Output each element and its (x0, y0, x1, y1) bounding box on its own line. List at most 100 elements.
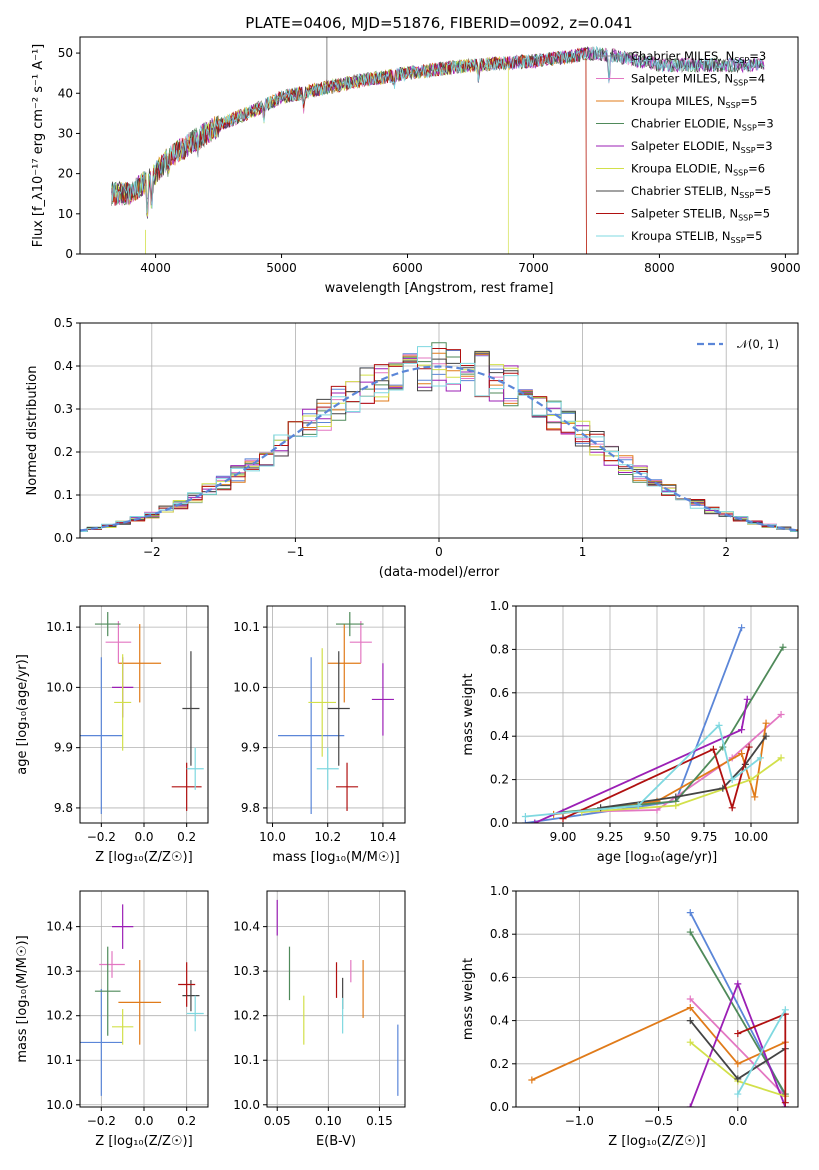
x-axis-label: age [log₁₀(age/yr)] (597, 850, 718, 865)
y-tick-label: 0.0 (490, 1100, 509, 1114)
chart-massweight-vs-age: 9.00 9.25 9.50 9.75 10.00 0.0 0.2 0.4 0.6 0.8 1.0 a… (461, 599, 799, 865)
legend-label: Chabrier MILES, NSSP=3 (631, 49, 766, 65)
data-point (521, 812, 529, 820)
histogram-series (80, 346, 798, 532)
y-tick-label: 10 (58, 207, 73, 221)
axes-frame (266, 605, 406, 824)
x-tick-label: 0.2 (177, 1114, 196, 1128)
data-point (747, 776, 755, 784)
x-tick-label: 9.50 (644, 830, 671, 844)
x-tick-label: 5000 (266, 261, 297, 275)
data-point (559, 815, 567, 823)
plot-area (521, 624, 787, 823)
data-point (738, 624, 746, 632)
normal-curve (80, 365, 798, 532)
data-point (528, 1076, 536, 1084)
data-point (728, 776, 736, 784)
y-axis-label: mass [log₁₀(M/M☉)] (15, 935, 30, 1062)
data-point (686, 995, 694, 1003)
y-tick-label: 0.5 (54, 316, 73, 330)
data-point (734, 1060, 742, 1068)
chart-residuals: 𝒩(0, 1) −2 −1 0 1 2 0.0 0.1 0.2 0.3 0.4 0.5 (data-mo… (25, 316, 799, 580)
y-tick-label: 40 (58, 86, 73, 100)
y-tick-label: 9.9 (241, 741, 260, 755)
chart-massweight-vs-Z: −1.0 −0.5 0.0 0.0 0.2 0.4 0.6 0.8 1.0 Z [log₁₀(Z/… (461, 884, 799, 1149)
y-axis-label: mass weight (461, 958, 476, 1040)
y-tick-label: 9.9 (54, 741, 73, 755)
data-point (686, 1103, 694, 1107)
x-tick-label: −2 (143, 545, 161, 559)
plot-area (111, 37, 765, 254)
spectrum-line (111, 46, 765, 214)
data-point (672, 802, 680, 810)
y-tick-label: 10.1 (46, 1053, 73, 1067)
axes-frame (266, 890, 406, 1108)
data-point (762, 732, 770, 740)
y-tick-label: 10.4 (46, 920, 73, 934)
x-axis-label: Z [log₁₀(Z/Z☉)] (95, 850, 192, 865)
y-tick-label: 0.0 (490, 816, 509, 830)
x-tick-label: 0.0 (728, 1114, 747, 1128)
x-tick-label: 0.10 (315, 1114, 342, 1128)
data-point (734, 1090, 742, 1098)
y-tick-label: 9.8 (241, 801, 260, 815)
data-point (779, 643, 787, 651)
data-point (734, 1030, 742, 1038)
x-tick-label: 10.4 (370, 830, 397, 844)
data-point (781, 1099, 789, 1107)
y-tick-label: 0 (65, 247, 73, 261)
y-tick-label: 0.8 (490, 927, 509, 941)
x-axis-label: wavelength [Angstrom, rest frame] (325, 281, 554, 296)
legend-label: Salpeter STELIB, NSSP=5 (631, 207, 770, 223)
y-tick-label: 10.1 (46, 620, 73, 634)
data-point (634, 802, 642, 810)
x-tick-label: 0.05 (264, 1114, 291, 1128)
chart-spectrum: Chabrier MILES, NSSP=3 Salpeter MILES, NS… (31, 14, 801, 296)
y-tick-label: 0.4 (490, 1014, 509, 1028)
y-tick-label: 1.0 (490, 884, 509, 898)
y-tick-label: 10.0 (233, 1098, 260, 1112)
x-tick-label: 10.00 (734, 830, 768, 844)
x-tick-label: 6000 (392, 261, 423, 275)
x-tick-label: 0 (435, 545, 443, 559)
y-tick-label: 10.1 (233, 620, 260, 634)
y-tick-label: 0.6 (490, 686, 509, 700)
legend-label: 𝒩(0, 1) (737, 337, 779, 351)
chart-mass-vs-Z: −0.2 0.0 0.2 10.0 10.1 10.2 10.3 10.4 Z [log₁₀(Z… (15, 890, 209, 1149)
legend-label: Chabrier STELIB, NSSP=5 (631, 184, 771, 200)
x-tick-label: 2 (722, 545, 730, 559)
x-tick-label: 10.2 (314, 830, 341, 844)
x-tick-label: 8000 (644, 261, 675, 275)
y-tick-label: 0.4 (490, 729, 509, 743)
weight-line (581, 757, 782, 813)
weight-line (689, 998, 786, 1097)
y-tick-label: 9.8 (54, 801, 73, 815)
x-tick-label: 10.0 (259, 830, 286, 844)
data-point (762, 719, 770, 727)
y-tick-label: 20 (58, 167, 73, 181)
y-tick-label: 10.2 (46, 1009, 73, 1023)
data-point (777, 711, 785, 718)
data-point (738, 726, 746, 734)
data-point (709, 745, 717, 753)
data-point (751, 793, 759, 801)
x-tick-label: 0.0 (134, 830, 153, 844)
data-point (521, 819, 529, 823)
data-point (715, 721, 723, 729)
legend-label: Salpeter ELODIE, NSSP=3 (631, 139, 773, 155)
y-tick-label: 0.3 (54, 402, 73, 416)
data-point (781, 1006, 789, 1014)
data-point (686, 1038, 694, 1046)
data-point (597, 804, 605, 812)
data-point (745, 743, 753, 751)
data-point (531, 819, 539, 823)
x-axis-label: mass [log₁₀(M/M☉)] (272, 850, 399, 865)
y-tick-label: 50 (58, 46, 73, 60)
data-point (728, 804, 736, 812)
weight-line (737, 1009, 787, 1095)
data-point (738, 750, 746, 758)
x-tick-label: 0.15 (366, 1114, 393, 1128)
x-tick-label: −0.2 (87, 830, 116, 844)
x-axis-label: (data-model)/error (379, 565, 500, 580)
